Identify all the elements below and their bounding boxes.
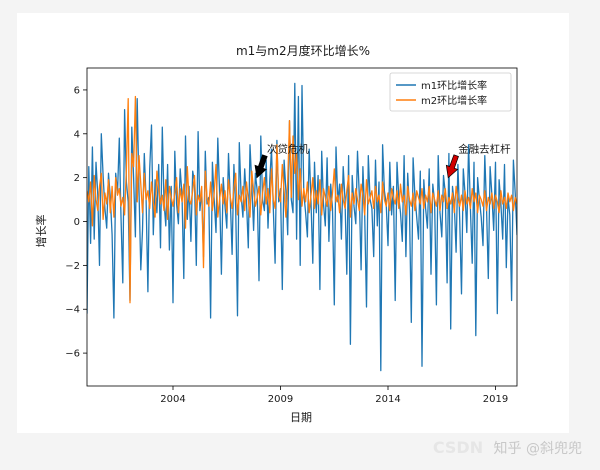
y-axis-label: 增长率 bbox=[34, 215, 48, 248]
y-tick-label: −4 bbox=[65, 305, 80, 316]
chart-title: m1与m2月度环比增长% bbox=[236, 43, 370, 58]
watermark-brand: CSDN bbox=[432, 438, 484, 457]
x-tick-label: 2014 bbox=[375, 394, 400, 405]
annotation-arrow bbox=[445, 154, 459, 179]
x-tick-label: 2019 bbox=[483, 394, 508, 405]
watermark: CSDN 知乎 @斜兜兜 bbox=[433, 438, 582, 458]
line-chart: 2004 2009 2014 2019 −6 −4 −2 0 2 4 6 次贷危机 金融去杠杆 m1环… bbox=[34, 43, 518, 424]
y-tick-label: 6 bbox=[74, 85, 80, 96]
legend-box bbox=[389, 72, 512, 112]
y-tick-label: 0 bbox=[74, 217, 80, 228]
plot-content bbox=[87, 82, 517, 372]
annotation-label: 金融去杠杆 bbox=[458, 143, 511, 156]
y-tick-label: 4 bbox=[74, 129, 80, 140]
legend-label: m2环比增长率 bbox=[421, 94, 487, 107]
x-tick-label: 2004 bbox=[160, 394, 185, 405]
series-line-1 bbox=[87, 82, 517, 372]
annotation-label: 次贷危机 bbox=[267, 143, 309, 156]
legend: m1环比增长率 m2环比增长率 bbox=[389, 72, 512, 112]
legend-label: m1环比增长率 bbox=[421, 79, 487, 92]
watermark-text: 知乎 @斜兜兜 bbox=[493, 441, 582, 457]
x-tick-label: 2009 bbox=[268, 394, 293, 405]
annotations: 次贷危机 金融去杠杆 bbox=[254, 143, 511, 179]
x-axis-label: 日期 bbox=[290, 411, 312, 424]
series-line-2 bbox=[87, 95, 517, 304]
annotation-arrow bbox=[254, 154, 268, 179]
y-tick-label: −6 bbox=[65, 349, 80, 360]
axes: 2004 2009 2014 2019 −6 −4 −2 0 2 4 6 bbox=[65, 67, 518, 405]
y-tick-label: 2 bbox=[74, 173, 80, 184]
axes-frame bbox=[86, 67, 518, 387]
y-tick-label: −2 bbox=[65, 261, 80, 272]
chart-card: 2004 2009 2014 2019 −6 −4 −2 0 2 4 6 次贷危机 金融去杠杆 m1环… bbox=[17, 13, 569, 433]
